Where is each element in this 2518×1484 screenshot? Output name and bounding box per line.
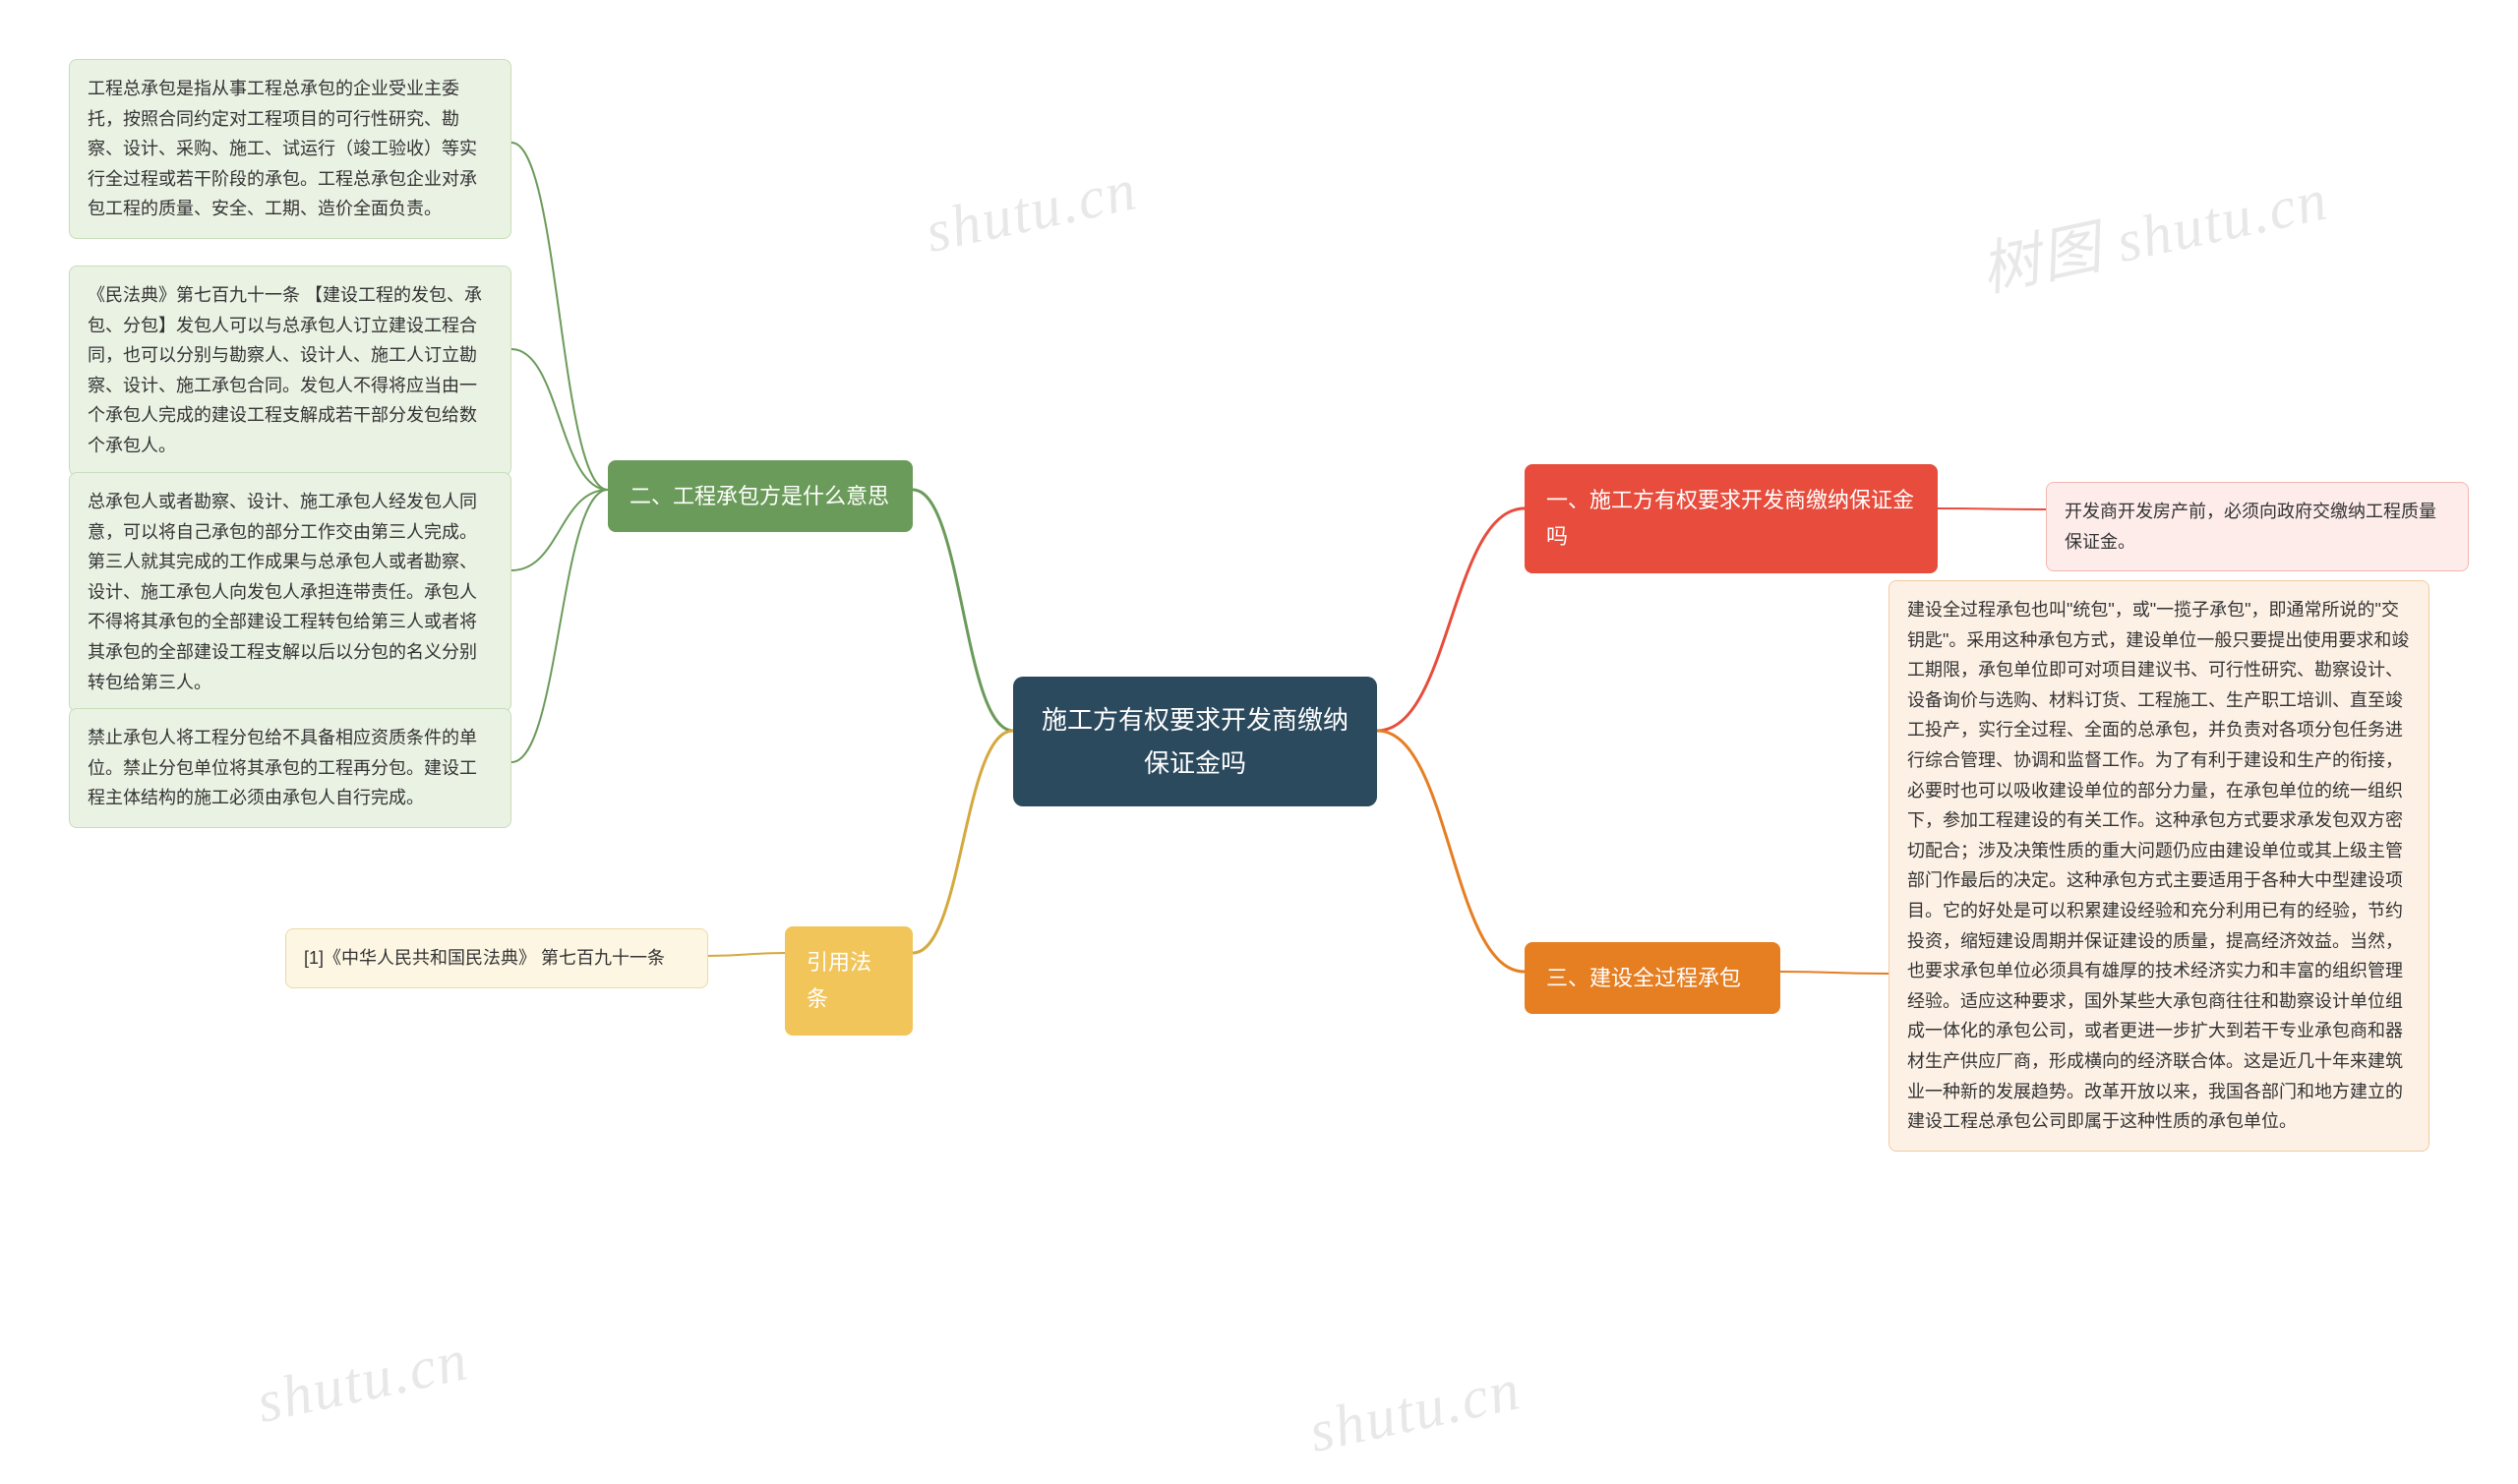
watermark: 树图 shutu.cn	[1972, 151, 2335, 309]
leaf-node[interactable]: 禁止承包人将工程分包给不具备相应资质条件的单位。禁止分包单位将其承包的工程再分包…	[69, 708, 511, 828]
branch-node-2[interactable]: 二、工程承包方是什么意思	[608, 460, 913, 532]
leaf-node[interactable]: 《民法典》第七百九十一条 【建设工程的发包、承包、分包】发包人可以与总承包人订立…	[69, 266, 511, 476]
leaf-node[interactable]: 建设全过程承包也叫"统包"，或"一揽子承包"，即通常所说的"交钥匙"。采用这种承…	[1888, 580, 2429, 1152]
mindmap-canvas: shutu.cn 树图 shutu.cn shutu.cn shutu.cn 施…	[0, 0, 2518, 1484]
watermark: shutu.cn	[920, 155, 1143, 267]
branch-node-4[interactable]: 引用法条	[785, 926, 913, 1036]
center-topic[interactable]: 施工方有权要求开发商缴纳保证金吗	[1013, 677, 1377, 806]
watermark: shutu.cn	[251, 1326, 474, 1437]
watermark: shutu.cn	[1303, 1355, 1527, 1466]
leaf-node[interactable]: 工程总承包是指从事工程总承包的企业受业主委托，按照合同约定对工程项目的可行性研究…	[69, 59, 511, 239]
leaf-node[interactable]: 开发商开发房产前，必须向政府交缴纳工程质量保证金。	[2046, 482, 2469, 571]
leaf-node[interactable]: 总承包人或者勘察、设计、施工承包人经发包人同意，可以将自己承包的部分工作交由第三…	[69, 472, 511, 712]
leaf-node[interactable]: [1]《中华人民共和国民法典》 第七百九十一条	[285, 928, 708, 988]
branch-node-1[interactable]: 一、施工方有权要求开发商缴纳保证金吗	[1525, 464, 1938, 573]
branch-node-3[interactable]: 三、建设全过程承包	[1525, 942, 1780, 1014]
